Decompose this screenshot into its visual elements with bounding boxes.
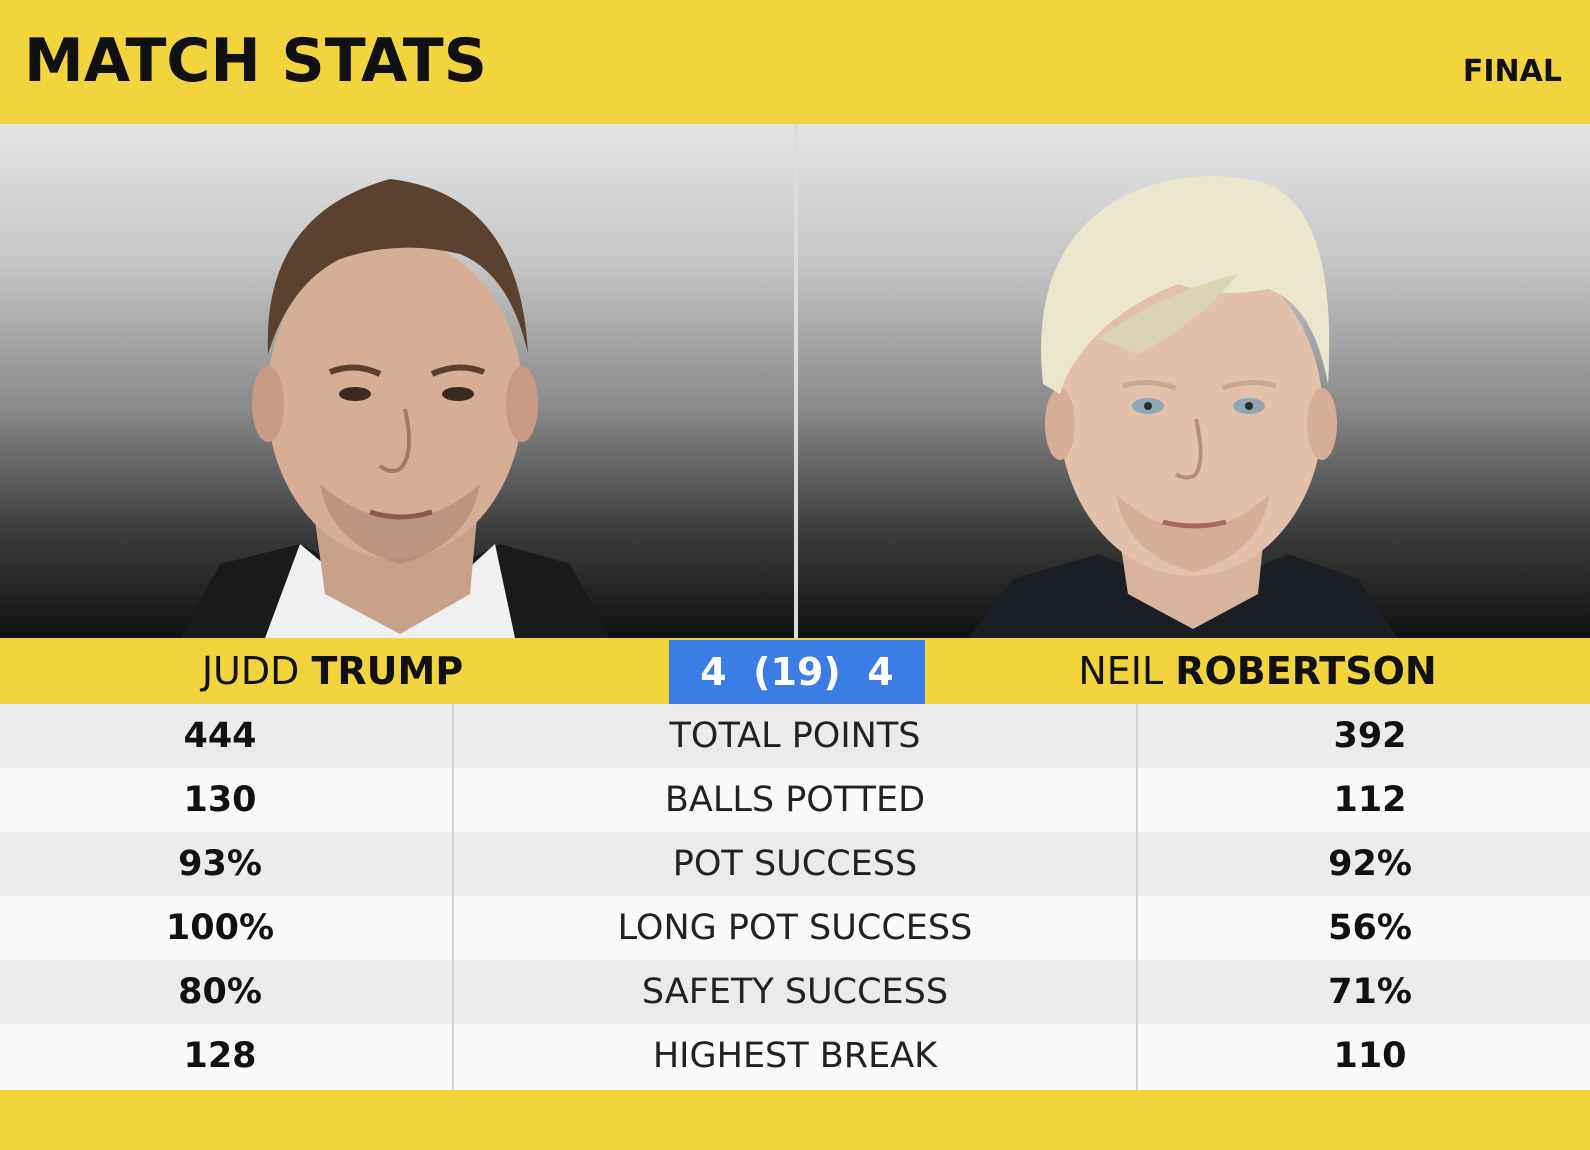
stat-row: 128 HIGHEST BREAK 110 (0, 1024, 1590, 1088)
stat-label: POT SUCCESS (672, 844, 918, 884)
stat-row: 100% LONG POT SUCCESS 56% (0, 896, 1590, 960)
stat-value-left: 93% (178, 844, 262, 884)
stat-value-left: 80% (178, 972, 262, 1012)
surname-left: TRUMP (311, 649, 464, 693)
stat-row: 80% SAFETY SUCCESS 71% (0, 960, 1590, 1024)
first-name-left: JUDD (201, 649, 300, 693)
header-bar: MATCH STATS FINAL (0, 0, 1590, 124)
stat-row: 130 BALLS POTTED 112 (0, 768, 1590, 832)
stat-label: TOTAL POINTS (669, 716, 921, 756)
column-divider-right (1136, 704, 1138, 1090)
score-badge: 4 (19) 4 (669, 640, 925, 704)
stat-value-right: 392 (1333, 716, 1407, 756)
round-label: FINAL (1462, 54, 1562, 89)
stat-value-left: 100% (165, 908, 275, 948)
photo-divider (794, 124, 798, 638)
stat-row: 444 TOTAL POINTS 392 (0, 704, 1590, 768)
stat-value-left: 130 (183, 780, 257, 820)
stat-value-right: 56% (1328, 908, 1412, 948)
stat-value-right: 112 (1333, 780, 1407, 820)
player-name-left: JUDD TRUMP (0, 638, 665, 704)
player-portrait-left (180, 179, 610, 638)
stat-label: LONG POT SUCCESS (617, 908, 973, 948)
stat-value-right: 110 (1333, 1036, 1407, 1076)
stat-value-left: 128 (183, 1036, 257, 1076)
player-photos (0, 124, 1590, 638)
stat-label: BALLS POTTED (664, 780, 926, 820)
page-title: MATCH STATS (24, 26, 487, 96)
player-name-right: NEIL ROBERTSON (925, 638, 1590, 704)
footer-bar (0, 1090, 1590, 1150)
player-portrait-right (968, 176, 1398, 638)
surname-right: ROBERTSON (1175, 649, 1437, 693)
stats-table: 444 TOTAL POINTS 392 130 BALLS POTTED 11… (0, 704, 1590, 1090)
first-name-right: NEIL (1078, 649, 1164, 693)
stat-value-right: 71% (1328, 972, 1412, 1012)
stat-row: 93% POT SUCCESS 92% (0, 832, 1590, 896)
stat-label: HIGHEST BREAK (652, 1036, 938, 1076)
column-divider-left (452, 704, 454, 1090)
stat-label: SAFETY SUCCESS (641, 972, 949, 1012)
player-photo-left (0, 124, 794, 638)
stat-value-right: 92% (1328, 844, 1412, 884)
player-photo-right (798, 124, 1590, 638)
stat-value-left: 444 (183, 716, 257, 756)
